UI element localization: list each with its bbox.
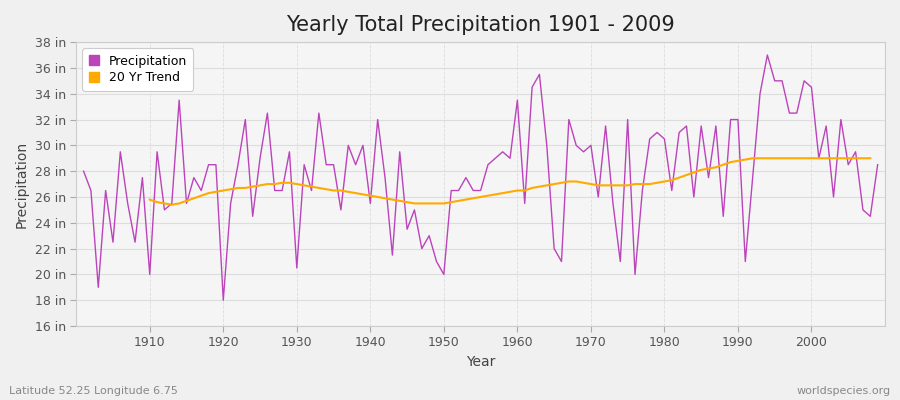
Text: Latitude 52.25 Longitude 6.75: Latitude 52.25 Longitude 6.75 (9, 386, 178, 396)
Y-axis label: Precipitation: Precipitation (15, 140, 29, 228)
Legend: Precipitation, 20 Yr Trend: Precipitation, 20 Yr Trend (83, 48, 194, 91)
X-axis label: Year: Year (466, 355, 495, 369)
Text: worldspecies.org: worldspecies.org (796, 386, 891, 396)
Title: Yearly Total Precipitation 1901 - 2009: Yearly Total Precipitation 1901 - 2009 (286, 15, 675, 35)
